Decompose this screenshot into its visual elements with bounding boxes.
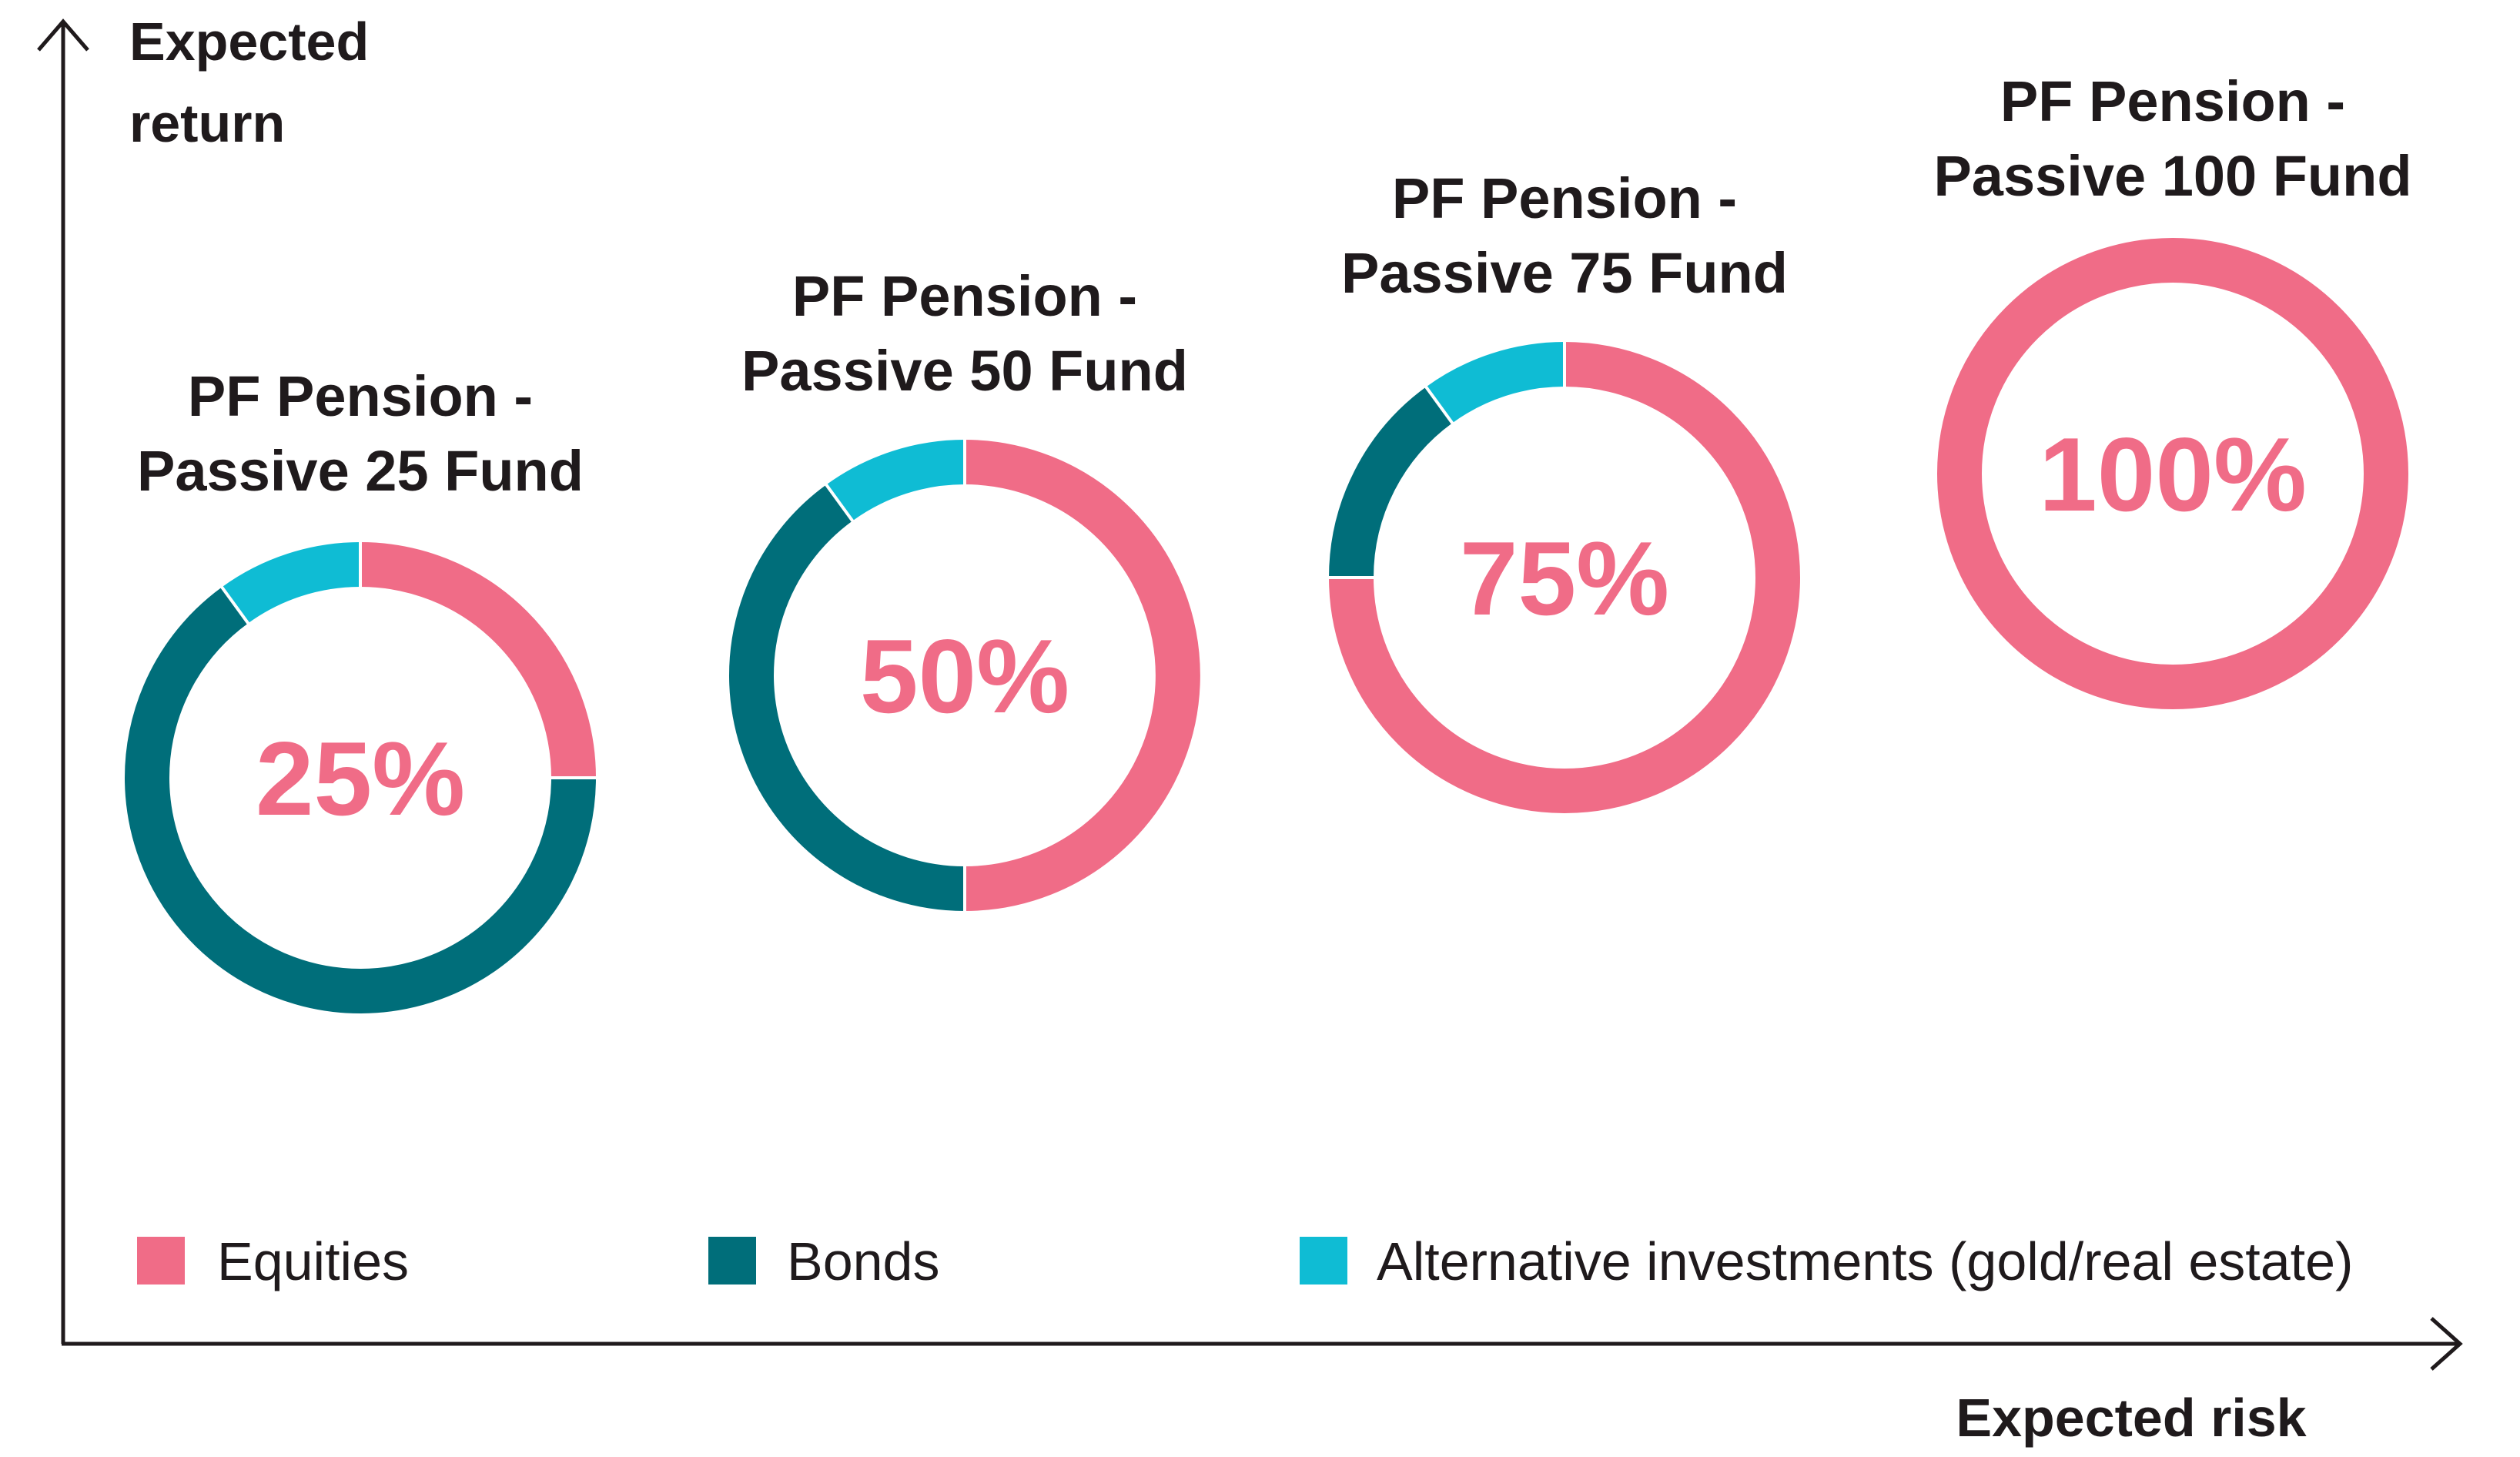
fund-donut-4: PF Pension - Passive 100 Fund 100% [1933,69,2412,709]
legend-label-bonds: Bonds [787,1231,939,1291]
slice-bonds [1329,387,1453,578]
legend-swatch-bonds [708,1237,756,1285]
slice-alternatives [826,440,965,521]
fund-donut-3: PF Pension - Passive 75 Fund 75% [1327,166,1800,813]
fund-donut-2: PF Pension - Passive 50 Fund 50% [729,264,1200,913]
slice-separator [824,482,855,524]
fund-title: PF Pension - Passive 100 Fund [1933,69,2411,208]
fund-title-line-2: Passive 100 Fund [1933,144,2411,208]
fund-title: PF Pension - Passive 50 Fund [741,264,1188,403]
fund-title-line-1: PF Pension - [1392,166,1737,230]
slice-separator [219,584,251,626]
x-axis-title: Expected risk [1956,1388,2306,1448]
slice-alternatives [222,542,361,624]
slice-equities [964,440,1200,911]
fund-title-line-2: Passive 25 Fund [137,439,584,503]
legend-swatch-equities [137,1237,185,1285]
y-axis-title-line-1: Expected [129,12,369,72]
axes: Expected return Expected risk [37,12,2463,1448]
center-percent-label: 100% [2039,416,2307,533]
fund-title-line-1: PF Pension - [792,264,1137,328]
fund-title-line-2: Passive 75 Fund [1341,241,1788,305]
slice-separator [1424,384,1455,426]
fund-title-line-1: PF Pension - [2000,69,2345,133]
center-percent-label: 25% [256,720,465,837]
slice-bonds [125,587,596,1013]
y-axis-title: Expected return [129,12,384,153]
legend-label-equities: Equities [217,1231,409,1291]
fund-donut-1: PF Pension - Passive 25 Fund 25% [125,364,597,1013]
legend-swatch-alternatives [1300,1237,1347,1285]
fund-title: PF Pension - Passive 25 Fund [137,364,584,503]
fund-title: PF Pension - Passive 75 Fund [1341,166,1788,305]
slice-equities [360,542,596,779]
x-axis-arrowhead [2430,1317,2463,1371]
slice-equities [1937,238,2408,709]
legend: Equities Bonds Alternative investments (… [137,1231,2353,1291]
fund-title-line-2: Passive 50 Fund [741,339,1188,403]
center-percent-label: 50% [860,618,1069,735]
slice-bonds [729,484,965,911]
fund-title-line-1: PF Pension - [188,364,533,428]
y-axis-title-line-2: return [129,93,285,153]
legend-label-alternatives: Alternative investments (gold/real estat… [1377,1231,2353,1291]
y-axis-arrowhead [37,18,89,52]
slice-equities [1329,342,1800,813]
slice-alternatives [1426,342,1565,424]
center-percent-label: 75% [1460,520,1669,637]
